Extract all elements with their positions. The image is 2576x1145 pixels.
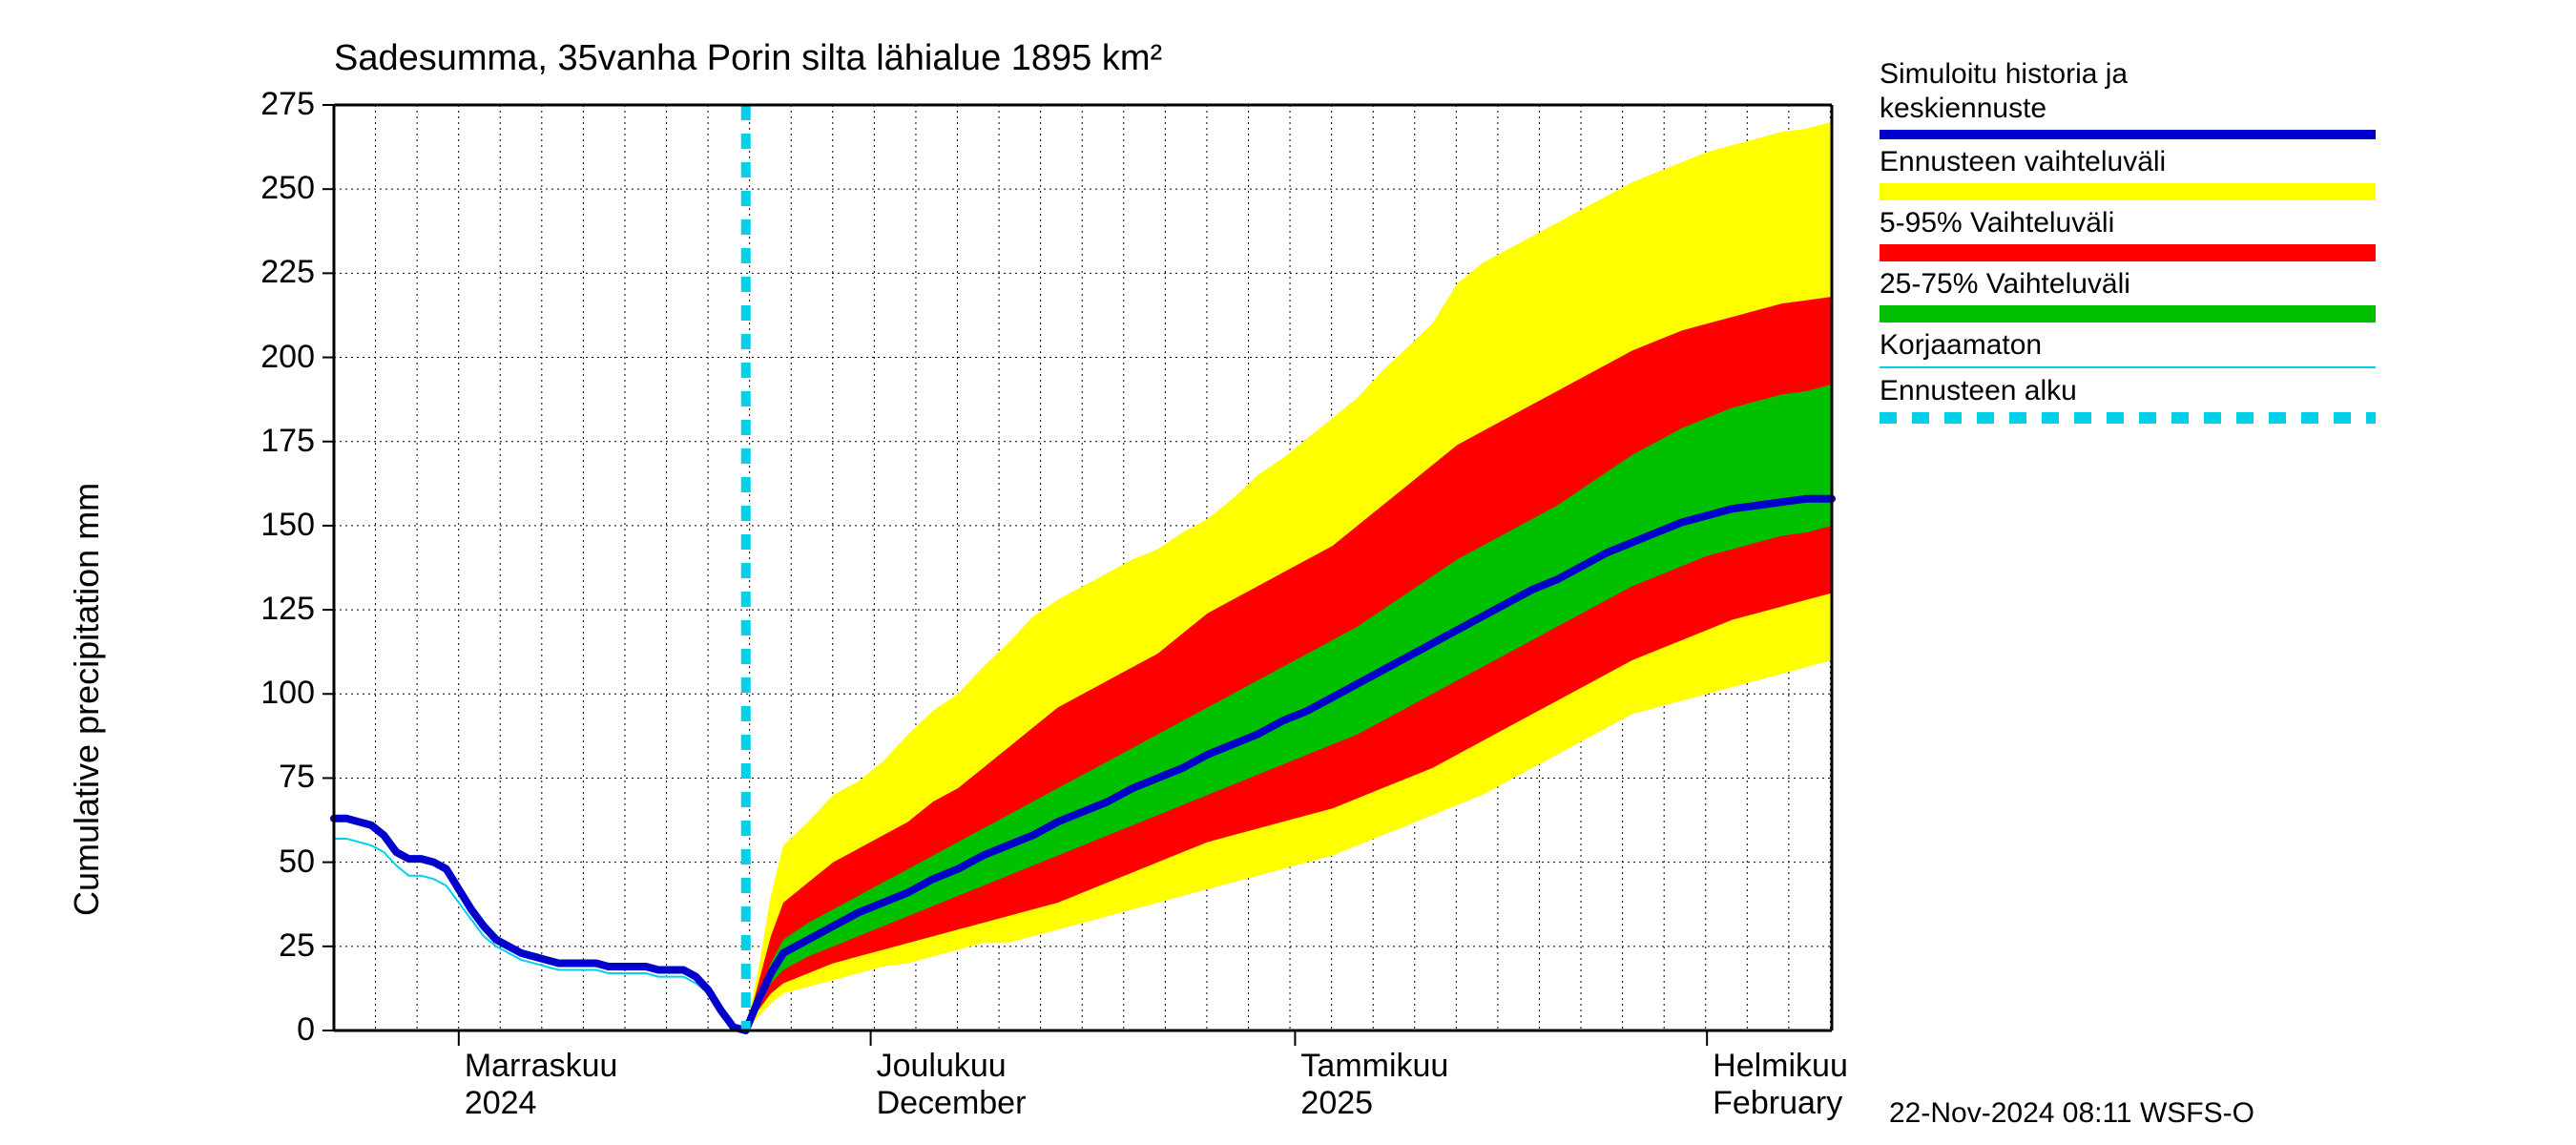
y-tick-label: 50 xyxy=(239,843,315,881)
y-tick-label: 150 xyxy=(239,507,315,544)
legend-swatch xyxy=(1880,305,2376,323)
x-tick-label: Joulukuu December xyxy=(877,1048,1027,1122)
legend-item: 25-75% Vaihteluväli xyxy=(1880,267,2547,323)
y-tick-label: 25 xyxy=(239,927,315,965)
y-tick-label: 200 xyxy=(239,339,315,376)
legend-item: Simuloitu historia ja keskiennuste xyxy=(1880,57,2547,139)
x-tick-label: Marraskuu 2024 xyxy=(465,1048,618,1122)
x-tick-label: Helmikuu February xyxy=(1713,1048,1848,1122)
legend-label: Simuloitu historia ja keskiennuste xyxy=(1880,57,2547,126)
y-tick-label: 175 xyxy=(239,423,315,460)
legend-item: 5-95% Vaihteluväli xyxy=(1880,206,2547,261)
y-tick-label: 250 xyxy=(239,170,315,207)
legend-swatch xyxy=(1880,130,2376,139)
footer-timestamp: 22-Nov-2024 08:11 WSFS-O xyxy=(1889,1097,2254,1130)
y-tick-label: 275 xyxy=(239,86,315,123)
legend: Simuloitu historia ja keskiennuste Ennust… xyxy=(1880,57,2547,429)
y-tick-label: 225 xyxy=(239,254,315,291)
legend-item: Korjaamaton xyxy=(1880,328,2547,368)
y-tick-label: 125 xyxy=(239,591,315,628)
legend-label: Ennusteen alku xyxy=(1880,374,2547,408)
legend-label: Ennusteen vaihteluväli xyxy=(1880,145,2547,179)
y-tick-label: 0 xyxy=(239,1011,315,1049)
legend-label: 25-75% Vaihteluväli xyxy=(1880,267,2547,302)
y-tick-label: 100 xyxy=(239,675,315,712)
y-tick-label: 75 xyxy=(239,759,315,796)
legend-swatch xyxy=(1880,366,2376,368)
legend-item: Ennusteen vaihteluväli xyxy=(1880,145,2547,200)
x-tick-label: Tammikuu 2025 xyxy=(1300,1048,1448,1122)
legend-swatch xyxy=(1880,412,2376,424)
legend-swatch xyxy=(1880,244,2376,261)
legend-label: Korjaamaton xyxy=(1880,328,2547,363)
legend-label: 5-95% Vaihteluväli xyxy=(1880,206,2547,240)
legend-item: Ennusteen alku xyxy=(1880,374,2547,424)
chart-container: Sadesumma, 35vanha Porin silta lähialue … xyxy=(0,0,2576,1145)
legend-swatch xyxy=(1880,183,2376,200)
